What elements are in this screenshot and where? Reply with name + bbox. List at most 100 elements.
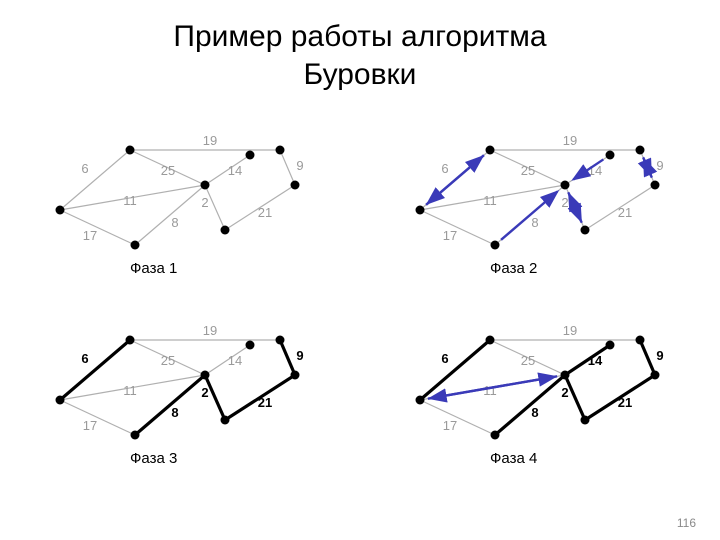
- edge-A-B: [60, 150, 130, 210]
- edge-weight-2: 2: [201, 385, 208, 400]
- node-C: [131, 431, 140, 440]
- edge-weight-19: 19: [203, 133, 217, 148]
- edge-weight-9: 9: [656, 158, 663, 173]
- diagram-grid: 6171125198214219Фаза 1 6171125198214219Ф…: [0, 120, 720, 500]
- node-D: [561, 181, 570, 190]
- edge-F-G: [280, 340, 295, 375]
- node-E: [581, 226, 590, 235]
- node-A: [56, 206, 65, 215]
- arrow-G-F: [644, 159, 652, 177]
- caption-phase-4: Фаза 4: [490, 450, 537, 467]
- panel-phase-3: 6 17 11 25 19 8 2 14 21 9 Фаза 3: [0, 310, 360, 500]
- node-H: [246, 341, 255, 350]
- node-H: [246, 151, 255, 160]
- edge-A-C: [60, 400, 135, 435]
- edge-weight-25: 25: [521, 163, 535, 178]
- edge-weight-11: 11: [483, 193, 497, 208]
- edge-weight-14: 14: [588, 353, 603, 368]
- node-E: [221, 226, 230, 235]
- edge-A-B: [60, 340, 130, 400]
- edge-weight-21: 21: [618, 205, 632, 220]
- edge-weight-17: 17: [443, 418, 457, 433]
- node-G: [291, 181, 300, 190]
- title-line1: Пример работы алгоритма: [173, 20, 546, 53]
- caption-phase-1: Фаза 1: [130, 260, 177, 277]
- panel-phase-1: 6 17 11 25 19 8 2 14 21 9 Фаза 1: [0, 120, 360, 310]
- edge-A-B: [420, 340, 490, 400]
- edge-weight-17: 17: [443, 228, 457, 243]
- node-H: [606, 341, 615, 350]
- node-D: [201, 371, 210, 380]
- edge-F-G: [280, 150, 295, 185]
- caption-phase-2: Фаза 2: [490, 260, 537, 277]
- edge-weight-2: 2: [561, 195, 568, 210]
- node-G: [651, 181, 660, 190]
- edge-weight-19: 19: [563, 323, 577, 338]
- node-C: [131, 241, 140, 250]
- edge-weight-21: 21: [258, 395, 272, 410]
- edge-weight-17: 17: [83, 228, 97, 243]
- edge-weight-6: 6: [81, 351, 88, 366]
- node-F: [636, 336, 645, 345]
- node-D: [201, 181, 210, 190]
- edge-weight-11: 11: [123, 383, 137, 398]
- arrow-B-A: [428, 155, 484, 203]
- node-B: [486, 336, 495, 345]
- edge-weight-14: 14: [228, 163, 242, 178]
- graph-svg: 6 17 11 25 19 8 2 14 21 9: [0, 120, 340, 310]
- graph-svg: 6 17 11 25 19 8 2 14 21 9: [0, 310, 340, 500]
- node-F: [276, 336, 285, 345]
- edge-C-D: [135, 185, 205, 245]
- caption-phase-3: Фаза 3: [130, 450, 177, 467]
- node-H: [606, 151, 615, 160]
- edge-weight-8: 8: [531, 215, 538, 230]
- edge-C-D: [135, 375, 205, 435]
- edge-weight-19: 19: [563, 133, 577, 148]
- node-C: [491, 431, 500, 440]
- edge-weight-8: 8: [171, 215, 178, 230]
- panel-phase-2: 6171125198214219Фаза 2: [360, 120, 720, 310]
- edge-A-C: [420, 400, 495, 435]
- edge-weight-9: 9: [296, 348, 303, 363]
- node-A: [56, 396, 65, 405]
- edge-A-C: [420, 210, 495, 245]
- graph-svg: 6 17 11 25 19 8 2 14 21 9: [360, 310, 700, 500]
- edge-weight-21: 21: [618, 395, 632, 410]
- node-C: [491, 241, 500, 250]
- edge-weight-6: 6: [441, 351, 448, 366]
- edge-weight-2: 2: [561, 385, 568, 400]
- node-E: [221, 416, 230, 425]
- node-B: [126, 146, 135, 155]
- edge-weight-9: 9: [296, 158, 303, 173]
- arrow-C-D: [501, 192, 557, 240]
- edge-F-G: [640, 340, 655, 375]
- edge-weight-8: 8: [171, 405, 178, 420]
- edge-weight-6: 6: [441, 161, 448, 176]
- edge-weight-8: 8: [531, 405, 538, 420]
- edge-weight-25: 25: [161, 163, 175, 178]
- node-A: [416, 396, 425, 405]
- edge-A-C: [60, 210, 135, 245]
- edge-weight-25: 25: [161, 353, 175, 368]
- node-G: [291, 371, 300, 380]
- node-A: [416, 206, 425, 215]
- edge-weight-19: 19: [203, 323, 217, 338]
- edge-weight-25: 25: [521, 353, 535, 368]
- node-B: [126, 336, 135, 345]
- edge-weight-11: 11: [123, 193, 137, 208]
- edge-weight-9: 9: [656, 348, 663, 363]
- edge-weight-21: 21: [258, 205, 272, 220]
- title-line2: Буровки: [304, 58, 417, 91]
- edge-weight-11: 11: [483, 383, 497, 398]
- node-F: [276, 146, 285, 155]
- edge-C-D: [495, 375, 565, 435]
- node-G: [651, 371, 660, 380]
- edge-weight-14: 14: [228, 353, 242, 368]
- edge-weight-17: 17: [83, 418, 97, 433]
- arrow-E-D: [569, 194, 582, 223]
- slide-title: Пример работы алгоритма Буровки: [0, 0, 720, 93]
- edge-weight-2: 2: [201, 195, 208, 210]
- node-D: [561, 371, 570, 380]
- edge-weight-6: 6: [81, 161, 88, 176]
- panel-phase-4: 6 17 11 25 19 8 2 14 21 9 Фаза 4: [360, 310, 720, 500]
